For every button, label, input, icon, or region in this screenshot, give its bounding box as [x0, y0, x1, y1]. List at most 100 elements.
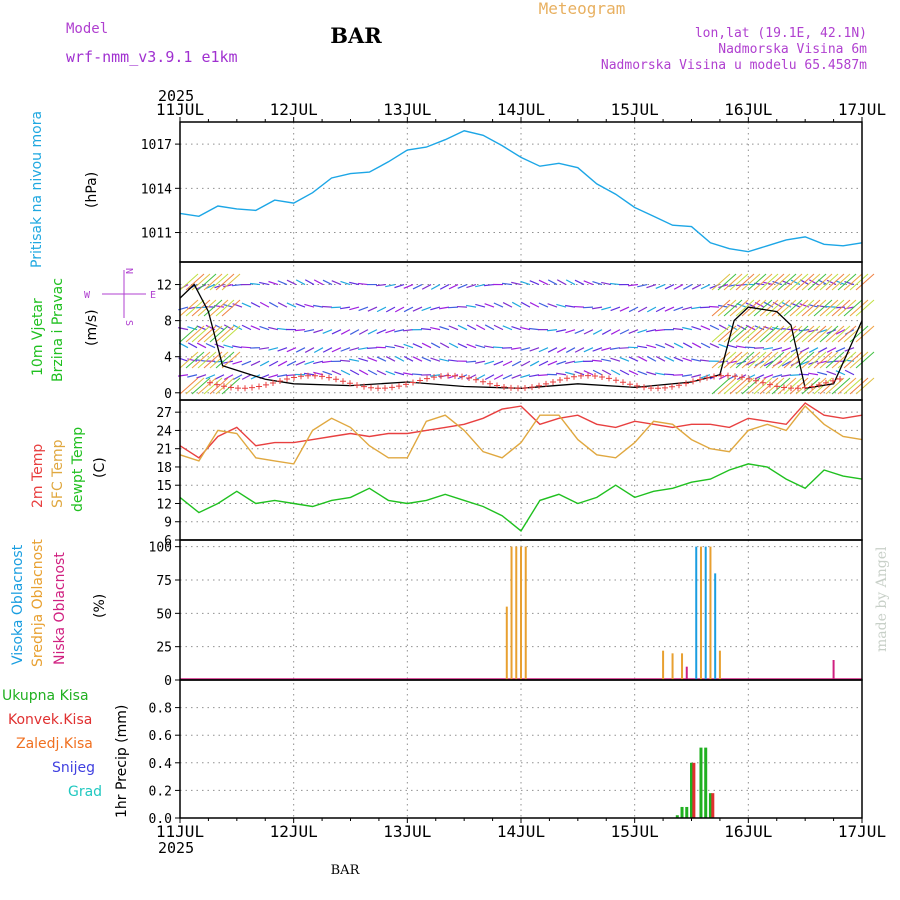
wind-arrow: [835, 329, 846, 335]
wind-arrow: [646, 283, 657, 289]
wind-arrow: [493, 360, 504, 366]
wind-arrow: [187, 342, 198, 349]
wind-arrow-strong: [179, 299, 199, 317]
panel-frame: [179, 679, 863, 819]
wind-gust-marker: [263, 381, 269, 388]
y-tick-label: 6: [164, 534, 172, 549]
wind-arrow-strong: [765, 299, 785, 317]
wind-arrow-strong: [729, 299, 749, 317]
wind-arrow: [637, 356, 648, 362]
wind-arrow: [691, 374, 702, 378]
wind-arrow: [250, 374, 261, 380]
wind-arrow: [520, 280, 531, 286]
wind-arrow: [493, 302, 504, 308]
wind-arrow: [798, 329, 810, 332]
wind-arrow: [277, 347, 288, 352]
wind-arrow-strong: [837, 325, 857, 343]
wind-arrow-strong: [855, 377, 875, 395]
wind-arrow: [240, 346, 252, 349]
wind-arrow-strong: [789, 273, 809, 291]
wind-arrow-strong: [777, 299, 797, 317]
wind-arrow: [231, 283, 243, 287]
wind-arrow: [529, 347, 540, 352]
wind-arrow-strong: [843, 377, 863, 395]
wind-arrow: [835, 370, 846, 376]
year-top: 2025: [158, 87, 194, 105]
wind-arrow-strong: [813, 273, 833, 291]
wind-arrow: [313, 279, 324, 286]
wind-gust-marker: [809, 383, 815, 390]
year-bottom: 2025: [158, 839, 194, 857]
pressure-unit: (hPa): [84, 172, 100, 208]
wind-arrow: [286, 347, 297, 353]
wind-arrow-strong: [801, 351, 821, 369]
x-tick-label-bottom: 12JUL: [270, 822, 318, 841]
wind-arrow: [547, 360, 558, 366]
wind-gust-marker: [305, 372, 311, 379]
wind-arrow-strong: [215, 351, 235, 369]
wind-arrow: [223, 374, 234, 381]
wind-gust-marker: [718, 372, 724, 379]
wind-arrow: [331, 347, 342, 353]
wind-unit: (m/s): [84, 309, 100, 346]
wind-arrow: [591, 359, 603, 362]
wind-arrow: [556, 372, 567, 376]
wind-arrow: [376, 369, 387, 376]
wind-arrow-strong: [759, 351, 779, 369]
wind-arrow: [367, 329, 378, 335]
wind-gust-marker: [445, 372, 451, 379]
wind-gust-marker: [249, 384, 255, 391]
wind-gust-marker: [487, 380, 493, 387]
wind-arrow: [592, 280, 603, 286]
wind-arrow-strong: [783, 351, 803, 369]
precip-bar: [685, 806, 689, 818]
plot-layer: 11JUL 11JUL 12JUL 12JUL 13JUL 13JUL 14JUL 14JUL…: [141, 100, 886, 841]
wind-gust-marker: [438, 373, 444, 380]
wind-arrow-strong: [825, 325, 845, 343]
wind-arrow: [385, 283, 396, 288]
wind-arrow-strong: [209, 351, 229, 369]
wind-arrow: [808, 279, 819, 286]
wind-arrow-strong: [771, 299, 791, 317]
wind-gust-marker: [291, 374, 297, 381]
wind-arrow: [358, 329, 369, 335]
wind-gust-marker: [599, 373, 605, 380]
x-tick-label-top: 11JUL: [156, 100, 204, 119]
credit-watermark: made by Angel: [874, 546, 890, 652]
y-tick-label: 12: [156, 497, 172, 512]
wind-arrow-strong: [723, 299, 743, 317]
wind-arrow: [205, 283, 216, 289]
wind-gust-marker: [417, 377, 423, 384]
y-tick-label: 0.0: [149, 812, 172, 827]
wind-arrow: [466, 304, 477, 308]
wind-arrow: [547, 347, 558, 353]
wind-gust-marker: [403, 381, 409, 388]
x-tick-label-top: 14JUL: [497, 100, 545, 119]
wind-gust-marker: [522, 384, 528, 391]
wind-arrow: [628, 370, 639, 376]
wind-arrow: [484, 324, 495, 331]
wind-arrow-strong: [735, 351, 755, 369]
wind-arrow: [700, 374, 711, 379]
wind-gust-marker: [228, 384, 234, 391]
wind-gust-marker: [753, 377, 759, 384]
model-label: Model: [66, 21, 108, 37]
wind-arrow: [187, 358, 198, 362]
wind-arrow: [313, 304, 324, 308]
x-tick-label-bottom: 16JUL: [724, 822, 772, 841]
wind-arrow-strong: [777, 273, 797, 291]
wind-label-2: Brzina i Pravac: [50, 278, 66, 382]
wind-arrow-strong: [801, 273, 821, 291]
wind-arrow: [655, 372, 666, 376]
y-tick-label: 0: [164, 387, 172, 402]
wind-arrow: [628, 306, 639, 313]
wind-arrow: [367, 356, 378, 362]
wind-arrow: [403, 283, 414, 289]
wind-arrow: [583, 347, 594, 353]
wind-arrow: [357, 282, 369, 286]
wind-arrow-strong: [825, 273, 845, 291]
wind-arrow: [304, 372, 315, 376]
wind-arrow: [574, 347, 585, 353]
wind-arrow: [610, 329, 621, 335]
wind-arrow: [223, 283, 234, 288]
